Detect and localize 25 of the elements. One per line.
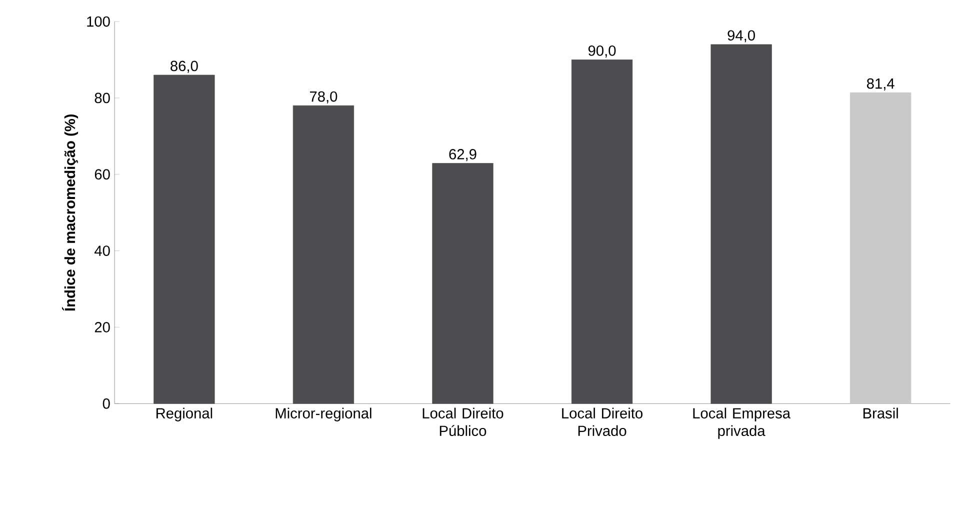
- bar: [850, 92, 912, 404]
- bar: [710, 44, 772, 404]
- y-tick-label: 20: [94, 322, 110, 332]
- bar: [432, 162, 494, 404]
- y-tick-label: 100: [87, 16, 110, 26]
- x-tick-label: Local Direito Privado: [562, 407, 642, 436]
- x-tick-label: Brasil: [863, 407, 898, 418]
- data-label: 62,9: [449, 148, 476, 161]
- y-axis-title: Índice de macromedição (%): [62, 114, 78, 310]
- bar: [571, 59, 633, 404]
- x-tick-label: Regional: [156, 407, 212, 422]
- data-label: 78,0: [310, 91, 338, 104]
- x-tick-label: Local Direito Público: [422, 407, 504, 436]
- y-tick-label: 60: [94, 168, 110, 180]
- y-tick-label: 0: [102, 398, 110, 409]
- bar: [292, 105, 354, 404]
- data-label: 81,4: [866, 78, 894, 90]
- data-label: 86,0: [170, 60, 198, 73]
- x-tick-label: Micror-regional: [276, 407, 372, 422]
- x-tick-label: Local Empresa privada: [693, 407, 791, 439]
- bar: [154, 74, 215, 404]
- data-label: 90,0: [588, 45, 616, 58]
- y-tick-label: 40: [94, 245, 110, 256]
- y-tick-label: 80: [94, 92, 110, 103]
- data-label: 94,0: [728, 30, 755, 42]
